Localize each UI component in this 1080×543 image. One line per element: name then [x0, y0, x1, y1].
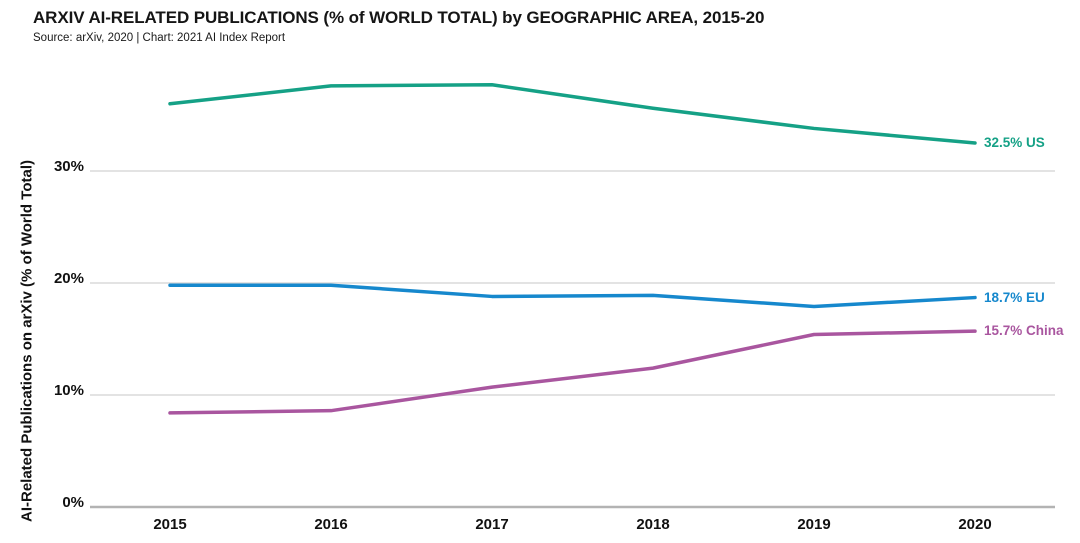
ytick-label: 30% — [53, 158, 84, 175]
line-us — [168, 83, 977, 145]
line-eu — [168, 283, 977, 309]
series-label-us: 32.5% US — [984, 135, 1045, 150]
year-label: 2016 — [314, 516, 348, 533]
year-label: 2017 — [475, 516, 509, 533]
ytick-label: 20% — [53, 270, 84, 287]
series-label-eu: 18.7% EU — [984, 289, 1045, 305]
line-china — [168, 329, 977, 415]
year-label: 2020 — [958, 516, 992, 533]
chart-source: Source: arXiv, 2020 | Chart: 2021 AI Ind… — [33, 32, 286, 44]
ytick-label: 0% — [62, 494, 84, 511]
series-label-china: 15.7% China — [984, 323, 1064, 339]
year-label: 2015 — [153, 516, 187, 533]
ytick-label: 10% — [53, 382, 84, 399]
year-label: 2018 — [636, 516, 670, 533]
year-label: 2019 — [797, 516, 831, 533]
chart-title: ARXIV AI-RELATED PUBLICATIONS (% of WORL… — [33, 8, 765, 27]
